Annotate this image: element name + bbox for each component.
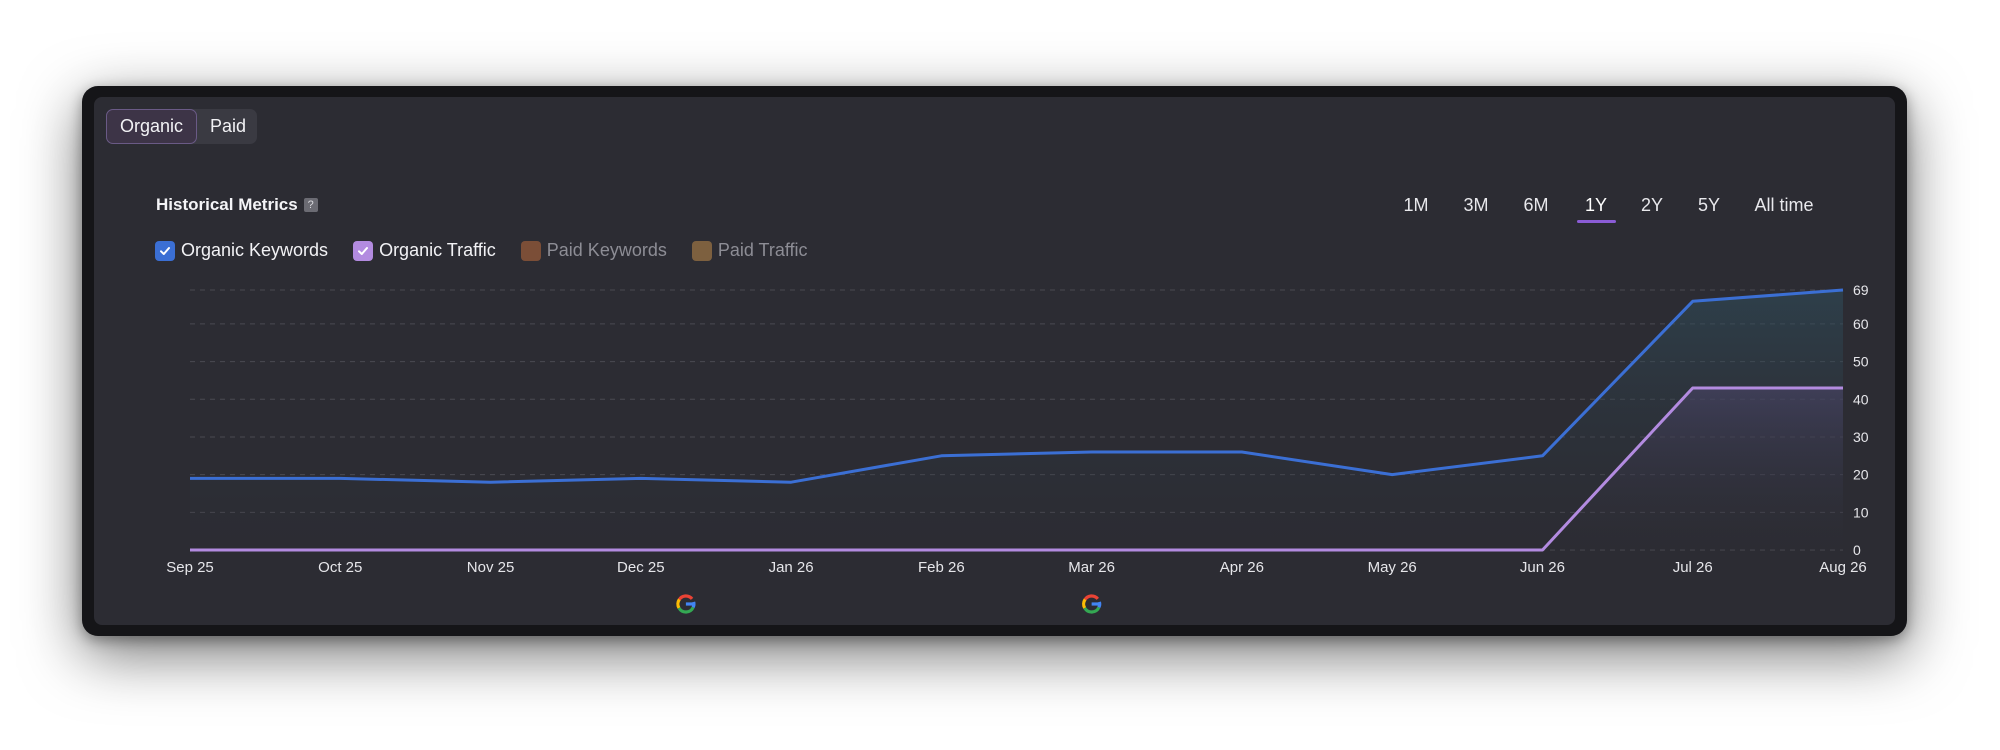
chart-title-text: Historical Metrics bbox=[156, 195, 298, 214]
y-tick-label: 20 bbox=[1853, 467, 1869, 483]
tab-organic[interactable]: Organic bbox=[106, 109, 197, 144]
google-icon[interactable] bbox=[1082, 594, 1102, 614]
series-line-organic-traffic[interactable] bbox=[190, 386, 1843, 552]
x-tick-label: Jan 26 bbox=[769, 559, 814, 576]
x-tick-label: Jun 26 bbox=[1520, 559, 1565, 576]
checkmark-icon bbox=[160, 246, 170, 255]
x-tick-label: Aug 26 bbox=[1819, 559, 1867, 576]
checkmark-icon bbox=[358, 246, 369, 255]
x-tick-label: Jul 26 bbox=[1673, 559, 1713, 576]
checkbox-paid-keywords[interactable] bbox=[520, 240, 541, 261]
help-icon[interactable]: ? bbox=[303, 198, 318, 212]
checkbox-paid-traffic[interactable] bbox=[691, 240, 712, 261]
range-all-time[interactable]: All time bbox=[1754, 195, 1814, 215]
y-tick-label: 10 bbox=[1853, 504, 1869, 520]
range-2y[interactable]: 2Y bbox=[1640, 195, 1664, 215]
area-organic-keywords bbox=[190, 290, 1843, 550]
range-6m[interactable]: 6M bbox=[1523, 195, 1549, 215]
y-tick-label: 60 bbox=[1853, 316, 1869, 332]
legend-label-paid-traffic: Paid Traffic bbox=[717, 240, 808, 260]
legend-organic-traffic[interactable]: Organic Traffic bbox=[353, 240, 496, 261]
y-tick-label: 0 bbox=[1853, 542, 1861, 558]
x-tick-label: Nov 25 bbox=[467, 559, 515, 576]
x-tick-label: Mar 26 bbox=[1068, 559, 1115, 576]
range-1y[interactable]: 1Y bbox=[1584, 195, 1608, 215]
legend-paid-keywords[interactable]: Paid Keywords bbox=[520, 240, 667, 261]
range-5y[interactable]: 5Y bbox=[1697, 195, 1721, 215]
x-tick-label: Dec 25 bbox=[617, 559, 665, 576]
legend-label-paid-keywords: Paid Keywords bbox=[546, 240, 667, 260]
y-tick-label: 40 bbox=[1853, 391, 1869, 407]
time-range-selector: 1M 3M 6M 1Y 2Y 5Y All time bbox=[0, 195, 2000, 225]
y-axis-ticks: 0 10 20 30 40 50 60 69 bbox=[1853, 282, 1869, 558]
x-tick-label: Sep 25 bbox=[166, 559, 214, 576]
chart-title: Historical Metrics ? bbox=[156, 195, 318, 215]
tab-paid[interactable]: Paid bbox=[210, 116, 247, 136]
series-line-organic-keywords[interactable] bbox=[190, 288, 1844, 484]
y-tick-label: 30 bbox=[1853, 429, 1869, 445]
organic-paid-toggle: Organic Paid bbox=[106, 109, 257, 144]
active-range-indicator bbox=[1577, 220, 1616, 223]
legend-organic-keywords[interactable]: Organic Keywords bbox=[155, 240, 328, 261]
google-icon[interactable] bbox=[676, 594, 696, 614]
chart-annotations bbox=[676, 594, 1102, 614]
x-axis-ticks: Sep 25 Oct 25 Nov 25 Dec 25 Jan 26 Feb 26 Mar … bbox=[166, 559, 1867, 576]
x-tick-label: May 26 bbox=[1368, 559, 1417, 576]
legend-paid-traffic[interactable]: Paid Traffic bbox=[691, 240, 808, 261]
checkbox-organic-keywords[interactable] bbox=[155, 240, 175, 261]
range-1m[interactable]: 1M bbox=[1403, 195, 1429, 215]
x-tick-label: Feb 26 bbox=[918, 559, 965, 576]
x-tick-label: Apr 26 bbox=[1220, 559, 1264, 576]
chart-areas bbox=[190, 290, 1843, 550]
x-tick-label: Oct 25 bbox=[318, 559, 362, 576]
legend-label-organic-keywords: Organic Keywords bbox=[181, 240, 329, 260]
checkbox-organic-traffic[interactable] bbox=[353, 240, 374, 261]
y-tick-label: 50 bbox=[1853, 354, 1869, 370]
chart-lines bbox=[190, 288, 1844, 552]
y-tick-label: 69 bbox=[1853, 282, 1869, 298]
chart-legend: Organic Keywords Organic Traffic Paid Ke… bbox=[155, 240, 833, 261]
legend-label-organic-traffic: Organic Traffic bbox=[379, 240, 496, 260]
range-3m[interactable]: 3M bbox=[1463, 195, 1489, 215]
